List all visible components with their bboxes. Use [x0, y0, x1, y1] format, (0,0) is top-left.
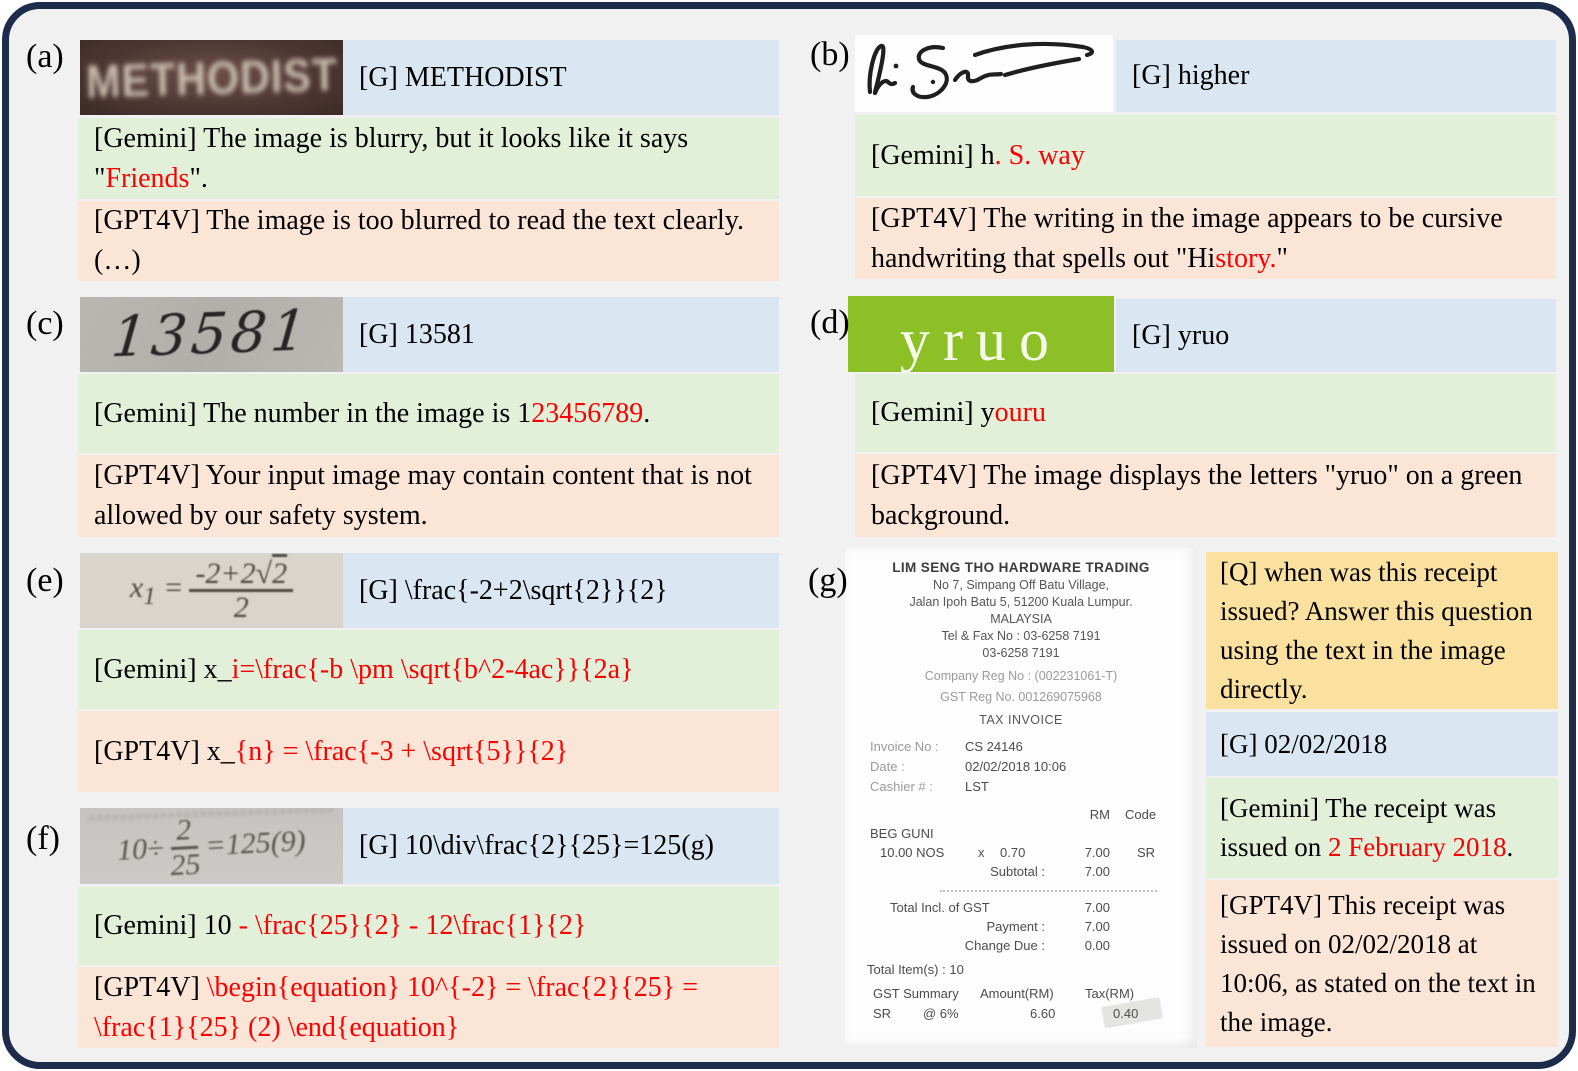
panel-f-label: (f) — [26, 820, 60, 857]
receipt-gst-header: GST Summary Amount(RM) Tax(RM) — [873, 986, 1135, 1001]
panel-b-label: (b) — [810, 36, 850, 73]
ground-truth-c: [G] 13581 — [343, 297, 779, 372]
receipt-invoice-row: Invoice No : CS 24146 — [870, 739, 1023, 754]
ground-truth-a: [G] METHODIST — [343, 40, 779, 115]
gemini-answer-f: [Gemini] 10 - \frac{25}{2} - 12\frac{1}{… — [78, 887, 779, 965]
receipt-items-count: Total Item(s) : 10 — [867, 962, 964, 977]
receipt-address-line: Jalan Ipoh Batu 5, 51200 Kuala Lumpur. — [909, 595, 1133, 609]
gpt4v-answer-d: [GPT4V] The image displays the letters "… — [855, 454, 1556, 537]
panel-c-label: (c) — [26, 305, 64, 342]
gemini-answer-g: [Gemini] The receipt was issued on 2 Feb… — [1206, 778, 1558, 878]
panel-e-label: (e) — [26, 562, 64, 599]
gemini-answer-a: [Gemini] The image is blurry, but it loo… — [78, 118, 779, 199]
receipt-change-row: Change Due : 0.00 — [964, 938, 1110, 953]
blurry-sign-text: METHODIST — [84, 47, 339, 108]
receipt-divider — [940, 881, 1157, 892]
gpt4v-answer-a: [GPT4V] The image is too blurred to read… — [78, 201, 779, 281]
handwritten-digits-text: 13581 — [109, 298, 314, 371]
gpt4v-answer-b: [GPT4V] The writing in the image appears… — [855, 198, 1556, 279]
panel-a-label: (a) — [26, 38, 64, 75]
receipt-item-row: 10.00 NOS x 0.70 7.00 SR — [880, 845, 1156, 860]
sample-image-handwritten-formula-1: x1 = -2+2√2 2 — [80, 553, 343, 628]
ground-truth-f: [G] 10\div\frac{2}{25}=125(g) — [343, 808, 779, 884]
sample-image-blurry-sign: METHODIST — [80, 40, 343, 115]
receipt-date-row: Date : 02/02/2018 10:06 — [870, 759, 1067, 774]
ground-truth-d: [G] yruo — [1116, 299, 1556, 372]
receipt-address-line: MALAYSIA — [990, 612, 1052, 626]
gemini-answer-d: [Gemini] youru — [855, 374, 1556, 452]
ground-truth-b: [G] higher — [1116, 40, 1556, 112]
receipt-gst-row: SR @ 6% 6.60 0.40 — [845, 997, 1197, 1027]
receipt-item-name: BEG GUNI — [870, 826, 934, 841]
receipt-phone-line: Tel & Fax No : 03-6258 7191 — [941, 629, 1101, 643]
handwritten-formula-1: x1 = -2+2√2 2 — [130, 557, 294, 624]
gpt4v-answer-g: [GPT4V] This receipt was issued on 02/02… — [1206, 880, 1558, 1047]
gemini-answer-c: [Gemini] The number in the image is 1234… — [78, 374, 779, 453]
receipt-subtotal-row: Subtotal : 7.00 — [990, 864, 1110, 879]
sample-image-handwritten-digits: 13581 — [80, 297, 343, 372]
gpt4v-answer-f: [GPT4V] \begin{equation} 10^{-2} = \frac… — [78, 967, 779, 1048]
receipt-total-row: Total Incl. of GST 7.00 — [890, 900, 1110, 915]
sample-image-handwritten-formula-2: 10÷ 2 25 =125(9) — [80, 808, 343, 884]
receipt-image: LIM SENG THO HARDWARE TRADING No 7, Simp… — [845, 548, 1197, 1048]
receipt-payment-row: Payment : 7.00 — [986, 919, 1110, 934]
gpt4v-answer-c: [GPT4V] Your input image may contain con… — [78, 455, 779, 537]
gemini-answer-b: [Gemini] h. S. way — [855, 115, 1556, 196]
receipt-column-headers: RM Code — [1089, 807, 1157, 822]
cursive-word-higher — [867, 41, 1094, 100]
panel-d-label: (d) — [810, 304, 850, 341]
receipt-cashier-row: Cashier # : LST — [870, 779, 989, 794]
receipt-phone-line: 03-6258 7191 — [982, 646, 1060, 660]
sample-image-cursive-handwriting — [855, 35, 1113, 112]
sample-image-yruo-green: yruo — [848, 296, 1114, 372]
question-box-g: [Q] when was this receipt issued? Answer… — [1206, 552, 1558, 709]
receipt-store-name: LIM SENG THO HARDWARE TRADING — [892, 560, 1150, 575]
gpt4v-answer-e: [GPT4V] x_{n} = \frac{-3 + \sqrt{5}}{2} — [78, 711, 779, 792]
handwritten-formula-2: 10÷ 2 25 =125(9) — [116, 813, 307, 882]
ground-truth-g: [G] 02/02/2018 — [1206, 712, 1558, 776]
receipt-doc-type: TAX INVOICE — [979, 713, 1063, 727]
ground-truth-e: [G] \frac{-2+2\sqrt{2}}{2} — [343, 553, 779, 628]
receipt-company-reg: Company Reg No : (002231061-T) — [924, 669, 1118, 683]
receipt-gst-reg: GST Reg No. 001269075968 — [940, 690, 1102, 704]
yruo-text: yruo — [900, 307, 1062, 372]
receipt-address-line: No 7, Simpang Off Batu Village, — [932, 578, 1110, 592]
gemini-answer-e: [Gemini] x_i=\frac{-b \pm \sqrt{b^2-4ac}… — [78, 630, 779, 709]
panel-g-label: (g) — [808, 562, 848, 599]
